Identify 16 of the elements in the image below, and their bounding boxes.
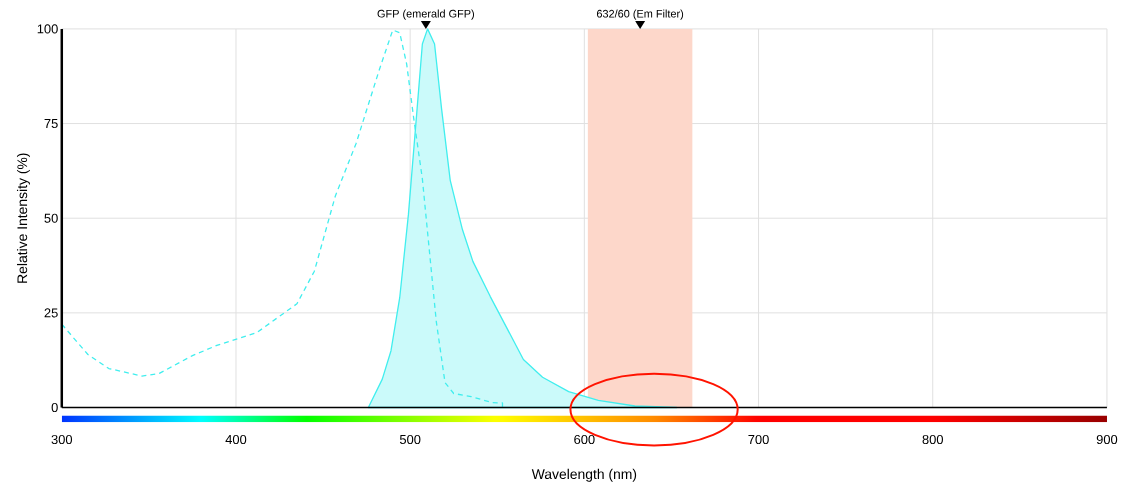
annotation: GFP (emerald GFP) <box>377 9 474 20</box>
y-tick-label: 100 <box>37 24 58 34</box>
x-tick-label: 600 <box>574 434 595 444</box>
y-axis-title: Relative Intensity (%) <box>16 153 30 283</box>
y-tick-label: 0 <box>51 402 58 412</box>
x-tick-label: 400 <box>225 434 247 444</box>
y-tick-label: 50 <box>44 213 58 223</box>
x-tick-label: 500 <box>399 434 421 444</box>
x-tick-label: 900 <box>1096 434 1118 444</box>
x-tick-label: 300 <box>51 434 73 444</box>
band-label: 632/60 (Em Filter) <box>596 9 684 20</box>
x-tick-label: 800 <box>922 434 943 444</box>
y-tick-label: 75 <box>44 118 58 128</box>
x-tick-label: 700 <box>748 434 769 444</box>
x-axis-title: Wavelength (nm) <box>531 468 637 482</box>
y-tick-label: 25 <box>44 308 58 318</box>
